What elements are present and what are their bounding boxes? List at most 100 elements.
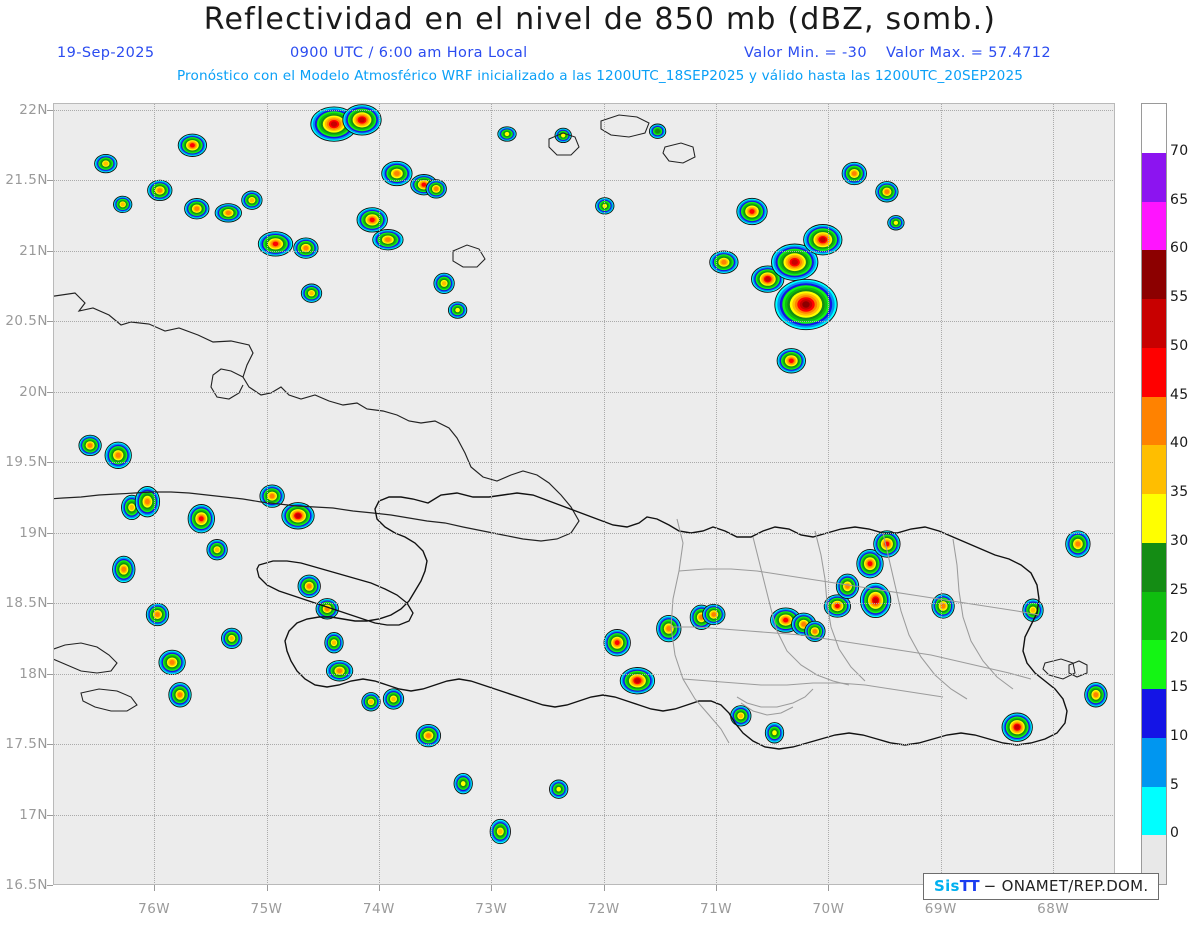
gridline-lon	[940, 103, 942, 885]
logo-tt-text: TT	[959, 877, 980, 895]
colorbar-segment[interactable]	[1142, 299, 1166, 348]
colorbar-segment[interactable]	[1142, 201, 1166, 251]
gridline-lat	[53, 462, 1115, 464]
colorbar-tick-label: 10	[1170, 727, 1189, 744]
gridline-lat	[53, 250, 1115, 252]
gridline-lat	[53, 110, 1115, 112]
colorbar-segment[interactable]	[1142, 689, 1166, 738]
colorbar-tick-label: 15	[1170, 679, 1189, 695]
gridline-lat	[53, 603, 1115, 605]
colorbar-tick-label: 65	[1170, 191, 1189, 208]
coastline-haiti-peninsula	[256, 560, 414, 626]
coastline-mona	[1068, 660, 1088, 678]
x-axis-tick	[603, 885, 605, 891]
gridline-lon	[154, 103, 156, 885]
coastline-small-island-sw2	[80, 688, 138, 712]
colorbar-tick-label: 70	[1170, 142, 1189, 159]
y-axis-tick	[47, 391, 53, 393]
gridline-lon	[1053, 103, 1055, 885]
x-axis-tick-label: 76W	[138, 901, 171, 917]
colorbar-segment[interactable]	[1142, 591, 1166, 641]
y-axis-tick-label: 21N	[19, 242, 48, 259]
map-layer	[53, 104, 1108, 845]
colorbar-segment[interactable]	[1142, 737, 1166, 787]
x-axis-tick	[828, 885, 830, 891]
x-axis-tick-label: 74W	[362, 901, 395, 917]
coastline-bahamas-4	[662, 142, 696, 164]
map-plot-area[interactable]	[53, 103, 1115, 885]
logo-sis-text: Sis	[934, 877, 960, 895]
gridline-lat	[53, 744, 1115, 746]
y-axis-tick-label: 20.5N	[5, 313, 48, 330]
x-axis-tick	[491, 885, 493, 891]
gridline-lat	[53, 532, 1115, 534]
colorbar-tick-label: 0	[1170, 825, 1180, 842]
colorbar-segment[interactable]	[1142, 542, 1166, 592]
coastline-cuba-bay	[210, 368, 244, 400]
colorbar-segment[interactable]	[1142, 396, 1166, 446]
colorbar-segment[interactable]	[1142, 640, 1166, 689]
colorbar[interactable]	[1141, 103, 1167, 885]
colorbar-tick-label: 5	[1170, 776, 1180, 793]
logo-agency-text: − ONAMET/REP.DOM.	[983, 877, 1149, 895]
value-range: Valor Min. = -30 Valor Max. = 57.4712	[744, 45, 1065, 61]
y-axis-tick	[47, 532, 53, 534]
x-axis-tick	[716, 885, 718, 891]
coastline-small-island-sw	[53, 642, 118, 674]
y-axis-tick	[47, 885, 53, 886]
value-max-label: Valor Max. = 57.4712	[885, 45, 1052, 61]
attribution-logo: SisTT − ONAMET/REP.DOM.	[923, 873, 1160, 900]
gridline-lat	[53, 673, 1115, 675]
x-axis-tick-label: 69W	[924, 901, 957, 917]
model-note: Pronóstico con el Modelo Atmosférico WRF…	[176, 68, 1024, 84]
reflectivity-blobs	[78, 104, 1108, 845]
coastline-bahamas-2	[548, 132, 580, 156]
y-axis-tick-label: 16.5N	[5, 877, 48, 893]
colorbar-tick-label: 30	[1170, 532, 1189, 549]
gridline-lat	[53, 391, 1115, 393]
coastline-cuba	[53, 292, 580, 542]
coastline-bahamas-1	[452, 244, 486, 268]
colorbar-segment[interactable]	[1142, 104, 1166, 153]
forecast-time: 0900 UTC / 6:00 am Hora Local	[290, 45, 528, 61]
colorbar-tick-label: 20	[1170, 630, 1189, 647]
y-axis-tick-label: 17N	[19, 806, 48, 823]
y-axis-tick-label: 21.5N	[5, 172, 48, 189]
y-axis-tick	[47, 250, 53, 252]
chart-header: Reflectividad en el nivel de 850 mb (dBZ…	[0, 0, 1200, 95]
x-axis-tick-label: 68W	[1037, 901, 1070, 917]
colorbar-tick-label: 50	[1170, 337, 1189, 354]
y-axis-tick	[47, 744, 53, 746]
gridline-lon	[491, 103, 493, 885]
x-axis-tick-label: 75W	[250, 901, 283, 917]
colorbar-segment[interactable]	[1142, 786, 1166, 836]
colorbar-segment[interactable]	[1142, 445, 1166, 494]
gridline-lat	[53, 814, 1115, 816]
y-axis-tick-label: 20N	[19, 383, 48, 400]
colorbar-tick-label: 25	[1170, 581, 1189, 598]
gridline-lon	[603, 103, 605, 885]
colorbar-segment[interactable]	[1142, 347, 1166, 397]
gridline-lon	[828, 103, 830, 885]
coastline-hispaniola	[284, 492, 1068, 750]
x-axis-tick-label: 72W	[587, 901, 620, 917]
colorbar-segment[interactable]	[1142, 250, 1166, 299]
y-axis-tick	[47, 462, 53, 464]
y-axis-tick	[47, 321, 53, 323]
x-axis-tick	[154, 885, 156, 891]
colorbar-tick-label: 35	[1170, 484, 1189, 500]
gridline-lon	[716, 103, 718, 885]
y-axis-tick	[47, 673, 53, 675]
gridline-lon	[266, 103, 268, 885]
gridline-lat	[53, 321, 1115, 323]
y-axis-tick-label: 17.5N	[5, 736, 48, 753]
gridline-lat	[53, 180, 1115, 182]
page-title: Reflectividad en el nivel de 850 mb (dBZ…	[203, 2, 997, 37]
colorbar-segment[interactable]	[1142, 494, 1166, 543]
colorbar-tick-label: 45	[1170, 386, 1189, 403]
y-axis-tick	[47, 110, 53, 112]
colorbar-segment[interactable]	[1142, 152, 1166, 202]
x-axis-tick	[266, 885, 268, 891]
x-axis-tick-label: 73W	[475, 901, 508, 917]
forecast-date: 19-Sep-2025	[57, 45, 155, 61]
